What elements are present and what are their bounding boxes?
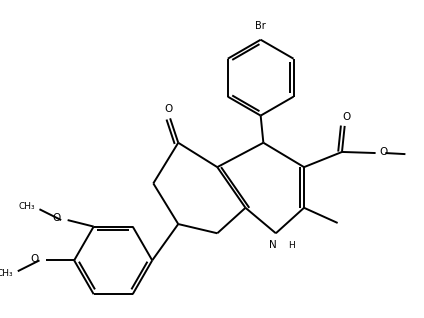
- Text: CH₃: CH₃: [0, 269, 14, 279]
- Text: O: O: [52, 213, 61, 224]
- Text: O: O: [165, 104, 173, 114]
- Text: N: N: [269, 240, 277, 250]
- Text: CH₃: CH₃: [19, 202, 35, 211]
- Text: Br: Br: [255, 20, 266, 31]
- Text: O: O: [342, 112, 351, 122]
- Text: H: H: [288, 241, 295, 250]
- Text: O: O: [31, 254, 39, 264]
- Text: O: O: [379, 147, 387, 157]
